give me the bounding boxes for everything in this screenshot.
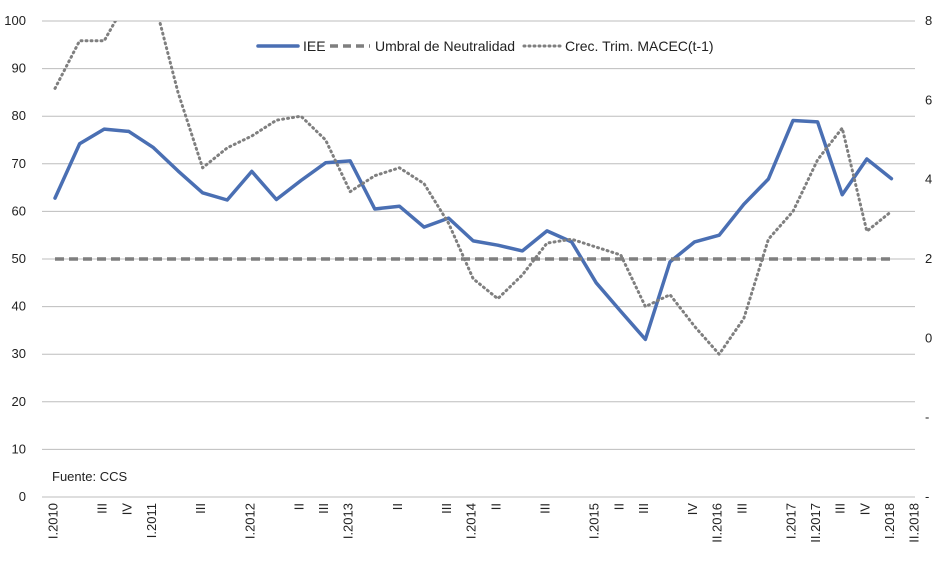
legend-label-iee: IEE [303,38,326,54]
y-right-tick-label: - [925,489,929,504]
x-tick-label: III [833,503,848,514]
x-tick-label: IV [857,503,872,516]
x-tick-label: III [538,503,553,514]
x-tick-label: II.2016 [710,503,725,543]
y-left-tick-label: 20 [12,394,26,409]
y-left-tick-label: 50 [12,251,26,266]
x-tick-label: II.2017 [808,503,823,543]
x-tick-label: I.2012 [242,503,257,539]
x-tick-label: II [488,503,503,510]
x-tick-label: III [95,503,110,514]
y-left-tick-label: 80 [12,108,26,123]
x-tick-label: III [439,503,454,514]
x-tick-label: II.2018 [907,503,922,543]
y-right-tick-label: - [925,410,929,425]
y-right-tick-label: 8 [925,13,932,28]
series-line-macec [53,21,893,356]
source-note: Fuente: CCS [52,469,127,484]
x-tick-label: IV [685,503,700,516]
x-tick-label: II [611,503,626,510]
legend-label-umbral: Umbral de Neutralidad [375,38,515,54]
x-tick-label: I.2017 [784,503,799,539]
left-axis: 0 10 20 30 40 50 60 70 80 90 100 [4,13,26,504]
y-left-tick-label: 40 [12,299,26,314]
x-tick-label: III [636,503,651,514]
right-axis: 8 6 4 2 0 - - [925,13,932,504]
x-tick-label: II [292,503,307,510]
y-right-tick-label: 4 [925,172,932,187]
y-left-tick-label: 70 [12,156,26,171]
y-left-tick-label: 100 [4,13,26,28]
x-tick-label: III [193,503,208,514]
y-left-tick-label: 60 [12,203,26,218]
y-left-tick-label: 30 [12,346,26,361]
x-tick-label: I.2011 [144,503,159,538]
series-line-iee [53,118,894,342]
x-axis: I.2010 III IV I.2011 III I.2012 II III I.2013 II I… [46,503,932,543]
legend: IEE Umbral de Neutralidad Crec. Trim. MA… [256,38,714,54]
x-tick-label: I.2015 [587,503,602,539]
legend-label-macec: Crec. Trim. MACEC(t-1) [565,38,714,54]
x-tick-label: III [734,503,749,514]
y-right-tick-label: 0 [925,330,932,345]
y-right-tick-label: 2 [925,251,932,266]
y-left-tick-label: 90 [12,61,26,76]
y-left-tick-label: 10 [12,441,26,456]
x-tick-label: III [316,503,331,514]
x-tick-label: I.2010 [46,503,61,539]
x-tick-label: I.2018 [882,503,897,539]
x-tick-label: IV [119,503,134,516]
x-tick-label: I.2014 [464,503,479,539]
series-layer [53,21,894,356]
x-tick-label: II [390,503,405,510]
x-tick-label: I.2013 [341,503,356,539]
y-right-tick-label: 6 [925,92,932,107]
y-left-tick-label: 0 [19,489,26,504]
